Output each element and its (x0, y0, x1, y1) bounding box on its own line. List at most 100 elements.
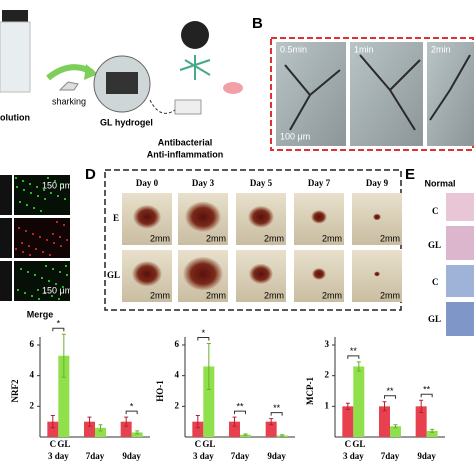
cell (16, 186, 18, 188)
histology (446, 265, 474, 297)
bar (229, 421, 240, 437)
bar (342, 406, 354, 437)
legend-label: C (50, 439, 57, 449)
label: Antibacterial (158, 137, 213, 147)
row-label: C (432, 277, 439, 287)
error-bar (87, 416, 92, 427)
scale-label: 2mm (264, 290, 284, 300)
error-bar (243, 433, 248, 436)
fluor-image (0, 218, 12, 258)
x-tick-label: 7day (86, 451, 105, 461)
x-tick-label: 7day (381, 451, 400, 461)
sig-label: ** (350, 346, 358, 356)
panel-label: D (85, 166, 96, 183)
micrograph (350, 42, 423, 146)
sig-bracket (234, 410, 246, 415)
y-tick-label: 4 (30, 370, 35, 380)
sig-label: ** (423, 385, 431, 395)
cell (58, 298, 60, 300)
error-bar (206, 342, 211, 390)
cell (43, 189, 45, 191)
y-axis-label: NRF2 (10, 379, 20, 402)
wound (132, 261, 162, 287)
bar (47, 421, 59, 437)
label: sharking (52, 96, 86, 106)
bar (353, 366, 365, 437)
x-tick-label: 9day (417, 451, 436, 461)
wound (249, 263, 273, 285)
day-label: Day 9 (366, 178, 389, 188)
x-tick-label: 3 day (48, 451, 69, 461)
sig-label: * (57, 319, 61, 329)
label: Anti-inflammation (147, 149, 224, 159)
row-label: GL (428, 240, 441, 250)
cell (54, 180, 56, 182)
histology (446, 193, 474, 221)
cell (30, 192, 32, 194)
sig-label: ** (236, 401, 244, 411)
wound (373, 213, 381, 221)
crystals (284, 54, 471, 131)
cell (15, 177, 17, 179)
error-bar (135, 430, 140, 435)
scale-label: 2mm (206, 233, 226, 243)
legend-label: GL (202, 439, 215, 449)
wound (185, 201, 221, 233)
day-label: Day 0 (136, 178, 159, 188)
x-tick-label: 7day (231, 451, 250, 461)
panel-d: D Day 0 2mm 2mm Day 3 2mm 2mm Day 5 2mm 2mm Day 7… (85, 166, 402, 311)
legend-label: C (195, 439, 202, 449)
wound-photos: Day 0 2mm 2mm Day 3 2mm 2mm Day 5 2mm 2mm Day 7 2m… (107, 178, 402, 302)
cell (63, 224, 65, 226)
sig-bracket (384, 395, 396, 399)
cell (28, 245, 30, 247)
scale-label: 2mm (380, 290, 400, 300)
label: olution (0, 112, 30, 122)
legend-label: GL (57, 439, 70, 449)
bar (426, 430, 438, 437)
cell (17, 289, 19, 291)
cell (64, 198, 66, 200)
cell (19, 201, 21, 203)
cell (22, 180, 24, 182)
scale-label: 150 μm (42, 285, 72, 295)
caption: Merge (27, 309, 54, 319)
error-bar (269, 418, 274, 426)
cell (47, 177, 49, 179)
cell (27, 271, 29, 273)
cell (44, 292, 46, 294)
y-tick-label: 6 (175, 339, 180, 349)
arrowhead (84, 64, 98, 80)
cell (66, 274, 68, 276)
cell (18, 227, 20, 229)
y-axis-label: HO-1 (155, 380, 165, 402)
y-tick-label: 2 (325, 370, 330, 380)
vial-cap (2, 10, 28, 22)
cell (53, 242, 55, 244)
error-bar (430, 428, 435, 433)
cell (42, 251, 44, 253)
cell (35, 248, 37, 250)
cell (29, 254, 31, 256)
cell (22, 251, 24, 253)
vial-side (106, 72, 138, 94)
arrow (149, 99, 176, 114)
sig-bracket (270, 412, 283, 416)
icon (174, 99, 202, 115)
cell (62, 286, 64, 288)
cell (29, 183, 31, 185)
day-label: Day 3 (192, 178, 215, 188)
wound (312, 268, 326, 280)
panel-e: E Normal C GL C GL (405, 166, 474, 336)
error-bar (419, 399, 424, 413)
panel-b: B 0.5min 1min 2min 100 μm (252, 15, 474, 151)
sig-bracket (52, 327, 65, 332)
bar (379, 406, 390, 437)
scale-label: 2mm (264, 233, 284, 243)
wound (183, 257, 223, 291)
bar (390, 426, 401, 437)
error-bar (195, 415, 200, 429)
cell (48, 280, 50, 282)
y-tick-label: 1 (325, 400, 330, 410)
